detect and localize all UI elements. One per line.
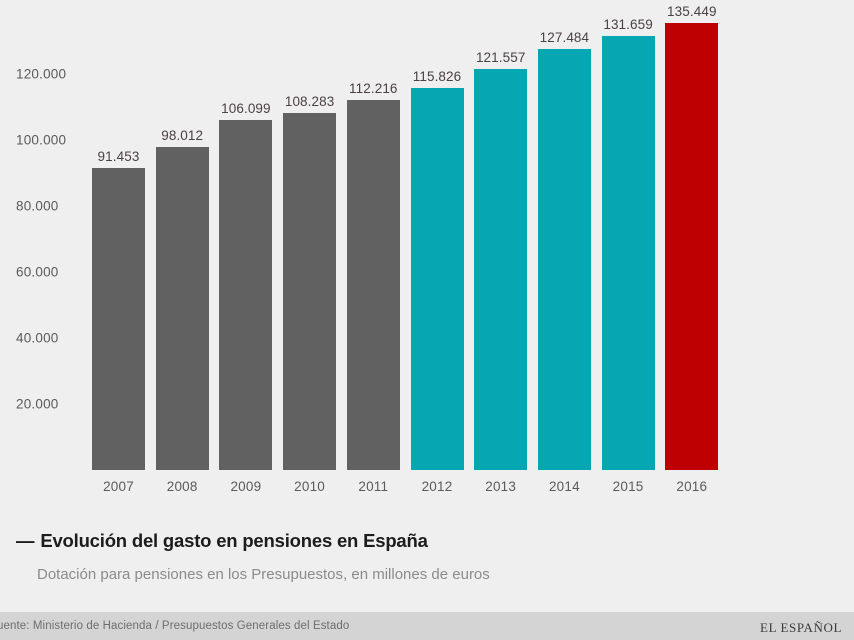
bar-value-label: 108.283 — [284, 93, 335, 109]
bar-value-label: 115.826 — [412, 68, 462, 84]
bar-value-label: 127.484 — [539, 30, 590, 46]
y-axis-tick-label: 20.000 — [16, 396, 59, 412]
chart-title-text: Evolución del gasto en pensiones en Espa… — [40, 530, 428, 551]
bar-2015[interactable] — [601, 35, 655, 470]
title-dash-icon: — — [16, 530, 35, 551]
bar-value-label: 98.012 — [161, 127, 204, 143]
y-axis-tick-label: 80.000 — [16, 198, 59, 214]
bar-slot: 112.216 2011 — [346, 0, 400, 494]
bar-value-label: 131.659 — [603, 16, 653, 32]
bar-2011[interactable] — [346, 99, 400, 470]
publisher-logo: EL ESPAÑOL — [760, 620, 842, 635]
bar-value-label: 121.557 — [475, 49, 526, 65]
x-axis-tick-label: 2012 — [421, 479, 453, 494]
bar-2007[interactable] — [92, 168, 145, 470]
y-axis-tick-label: 40.000 — [16, 330, 59, 346]
bar-2012[interactable] — [410, 87, 464, 470]
chart-title: — Evolución del gasto en pensiones en Esp… — [16, 530, 428, 552]
y-axis-tick-label: 60.000 — [16, 264, 59, 280]
bar-value-label: 112.216 — [349, 80, 398, 96]
x-axis-tick-label: 2014 — [548, 479, 580, 494]
x-axis-tick-label: 2013 — [485, 479, 517, 494]
y-axis-tick-label: 120.000 — [16, 66, 67, 82]
chart-plot-area: 20.000 40.000 60.000 80.000 100.000 120.000 9… — [16, 0, 729, 494]
chart-footer-bar: uente: Ministerio de Hacienda / Presupue… — [0, 612, 854, 640]
x-axis-tick-label: 2007 — [103, 479, 134, 494]
chart-subtitle: Dotación para pensiones en los Presupues… — [37, 566, 490, 583]
bar-slot: 135.449 2016 — [665, 0, 719, 494]
bar-slot: 106.099 2009 — [219, 0, 273, 494]
bar-slot: 91.453 2007 — [92, 0, 145, 494]
bar-2009[interactable] — [219, 119, 273, 470]
bar-slot: 121.557 2013 — [474, 0, 528, 494]
x-axis-tick-label: 2010 — [294, 479, 326, 494]
bar-slot: 131.659 2015 — [601, 0, 655, 494]
bar-2010[interactable] — [283, 112, 337, 470]
bar-group: 91.453 2007 98.012 2008 106.099 2009 108.283 20… — [92, 0, 729, 494]
bar-2016[interactable] — [665, 23, 719, 470]
y-axis-tick-label: 100.000 — [16, 132, 67, 148]
bar-2014[interactable] — [537, 49, 591, 470]
bar-value-label: 106.099 — [221, 100, 271, 116]
x-axis-tick-label: 2016 — [676, 479, 708, 494]
bar-value-label: 91.453 — [97, 149, 140, 165]
bar-2013[interactable] — [474, 68, 528, 470]
bar-slot: 108.283 2010 — [283, 0, 337, 494]
bar-slot: 127.484 2014 — [537, 0, 591, 494]
x-axis-tick-label: 2015 — [612, 479, 644, 494]
x-axis-tick-label: 2008 — [166, 479, 198, 494]
bar-value-label: 135.449 — [667, 4, 717, 20]
bar-slot: 98.012 2008 — [155, 0, 209, 494]
footer-source-text: uente: Ministerio de Hacienda / Presupue… — [0, 620, 350, 632]
x-axis-tick-label: 2011 — [358, 479, 389, 494]
bar-slot: 115.826 2012 — [410, 0, 464, 494]
chart-caption-block: — Evolución del gasto en pensiones en Esp… — [0, 519, 854, 612]
bar-2008[interactable] — [155, 146, 209, 470]
x-axis-tick-label: 2009 — [230, 479, 262, 494]
